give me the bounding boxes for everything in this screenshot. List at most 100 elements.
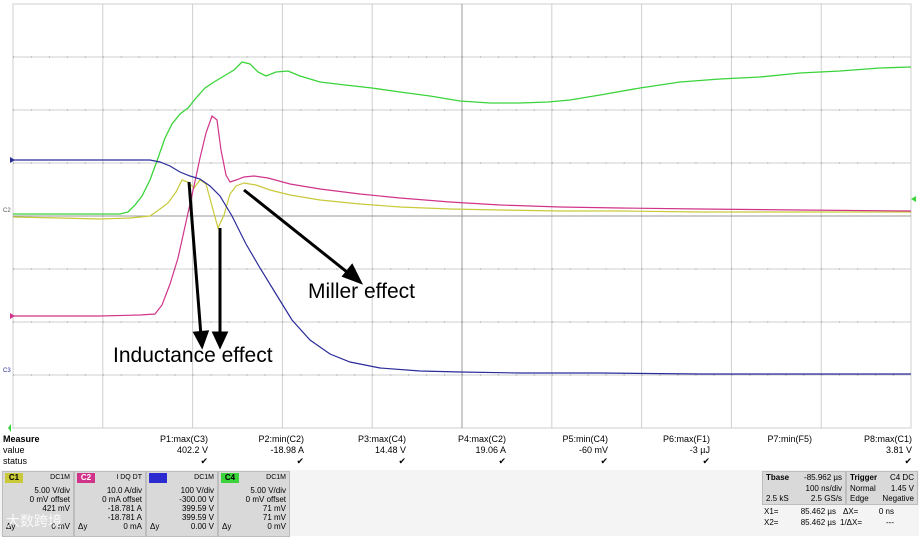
channel-c1-offset: 0 mV offset	[29, 495, 70, 504]
grid-minor-dot	[390, 109, 392, 111]
grid-minor-dot	[372, 321, 374, 323]
grid-minor-dot	[767, 268, 769, 270]
grid-minor-dot	[156, 321, 158, 323]
grid-minor-dot	[66, 321, 68, 323]
grid-minor-dot	[264, 56, 266, 58]
grid-minor-dot	[731, 268, 733, 270]
grid-minor-dot	[102, 109, 104, 111]
grid-minor-dot	[246, 215, 248, 217]
grid-minor-dot	[857, 162, 859, 164]
grid-minor-dot	[767, 56, 769, 58]
grid-minor-dot	[587, 321, 589, 323]
grid-minor-dot	[228, 374, 230, 376]
grid-minor-dot	[659, 321, 661, 323]
timebase-box[interactable]: Tbase -85.962 µs 100 ns/div 2.5 kS 2.5 G…	[762, 471, 846, 505]
grid-minor-dot	[857, 109, 859, 111]
grid-minor-dot	[246, 109, 248, 111]
grid-minor-dot	[821, 215, 823, 217]
grid-minor-dot	[282, 109, 284, 111]
channel-markers: C2 C3	[3, 157, 916, 432]
grid-minor-dot	[731, 374, 733, 376]
grid-minor-dot	[479, 268, 481, 270]
channel-c2-offset: 0 mA offset	[102, 495, 142, 504]
grid-minor-dot	[102, 321, 104, 323]
param-p2-name[interactable]: P2:min(C2)	[258, 434, 304, 444]
channel-c3-box[interactable]: DC1M 100 V/div -300.00 V 399.59 V 399.59…	[146, 471, 218, 537]
grid-minor-dot	[605, 374, 607, 376]
grid-minor-dot	[641, 109, 643, 111]
grid-minor-dot	[497, 374, 499, 376]
param-p1-name[interactable]: P1:max(C3)	[159, 434, 208, 444]
grid-minor-dot	[587, 215, 589, 217]
param-p5-name[interactable]: P5:min(C4)	[562, 434, 608, 444]
param-p3-name[interactable]: P3:max(C4)	[357, 434, 406, 444]
grid-minor-dot	[587, 109, 589, 111]
grid-minor-dot	[677, 162, 679, 164]
grid-minor-dot	[156, 56, 158, 58]
grid-minor-dot	[318, 321, 320, 323]
grid-minor-dot	[300, 109, 302, 111]
param-p6-name[interactable]: P6:max(F1)	[662, 434, 710, 444]
channel-c4-box[interactable]: C4 DC1M 5.00 V/div 0 mV offset 71 mV 71 …	[218, 471, 290, 537]
grid-minor-dot	[66, 56, 68, 58]
grid-minor-dot	[210, 215, 212, 217]
channel-c2-dy-label: Δy	[78, 522, 88, 531]
channel-c1-dy-label: Δy	[6, 522, 16, 531]
grid-minor-dot	[174, 56, 176, 58]
grid-minor-dot	[318, 109, 320, 111]
grid-minor-dot	[390, 268, 392, 270]
grid-minor-dot	[138, 109, 140, 111]
grid-minor-dot	[875, 215, 877, 217]
grid-minor-dot	[156, 215, 158, 217]
grid-minor-dot	[390, 215, 392, 217]
grid-minor-dot	[749, 374, 751, 376]
channel-c4-readout-3: 0 mV	[267, 522, 286, 531]
grid-minor-dot	[875, 109, 877, 111]
measure-value-label: value	[3, 445, 25, 455]
param-p8-name[interactable]: P8:max(C1)	[863, 434, 912, 444]
grid-minor-dot	[336, 215, 338, 217]
grid-minor-dot	[408, 321, 410, 323]
channel-c2-coupling: I DQ DT	[116, 474, 142, 481]
grid-minor-dot	[138, 268, 140, 270]
grid-minor-dot	[551, 215, 553, 217]
grid-minor-dot	[48, 109, 50, 111]
grid-minor-dot	[605, 56, 607, 58]
grid-minor-dot	[48, 374, 50, 376]
grid-minor-dot	[695, 215, 697, 217]
grid-minor-dot	[587, 374, 589, 376]
param-p7-name[interactable]: P7:min(F5)	[767, 434, 812, 444]
trace-c3	[13, 159, 911, 375]
grid-minor-dot	[426, 374, 428, 376]
grid-minor-dot	[84, 268, 86, 270]
grid-minor-dot	[336, 109, 338, 111]
grid-minor-dot	[677, 215, 679, 217]
grid-minor-dot	[533, 109, 535, 111]
grid-minor-dot	[210, 374, 212, 376]
cursor-dx-value: 0 ns	[878, 507, 894, 516]
grid-minor-dot	[569, 109, 571, 111]
grid-minor-dot	[66, 162, 68, 164]
trigger-mode: Normal	[850, 484, 876, 493]
param-p4-name[interactable]: P4:max(C2)	[457, 434, 506, 444]
grid-minor-dot	[569, 321, 571, 323]
grid-minor-dot	[677, 109, 679, 111]
grid-minor-dot	[785, 56, 787, 58]
grid-minor-dot	[336, 321, 338, 323]
grid-minor-dot	[444, 268, 446, 270]
channel-c2-box[interactable]: C2 I DQ DT 10.0 A/div 0 mA offset -18.78…	[74, 471, 146, 537]
measurement-table: Measure value status P1:max(C3) 402.2 V …	[0, 432, 919, 470]
channel-c4-coupling: DC1M	[266, 474, 286, 481]
channel-c1-box[interactable]: C1 DC1M 5.00 V/div 0 mV offset 421 mV 0 …	[2, 471, 74, 537]
grid-minor-dot	[336, 56, 338, 58]
channel-c4-dy-label: Δy	[222, 522, 232, 531]
grid-minor-dot	[246, 321, 248, 323]
grid-minor-dot	[102, 56, 104, 58]
grid-minor-dot	[803, 374, 805, 376]
grid-minor-dot	[857, 268, 859, 270]
grid-minor-dot	[192, 268, 194, 270]
trigger-box[interactable]: Trigger C4 DC Normal 1.45 V Edge Negativ…	[846, 471, 918, 505]
grid-minor-dot	[659, 374, 661, 376]
trigger-level: 1.45 V	[890, 484, 914, 493]
grid-minor-dot	[803, 215, 805, 217]
